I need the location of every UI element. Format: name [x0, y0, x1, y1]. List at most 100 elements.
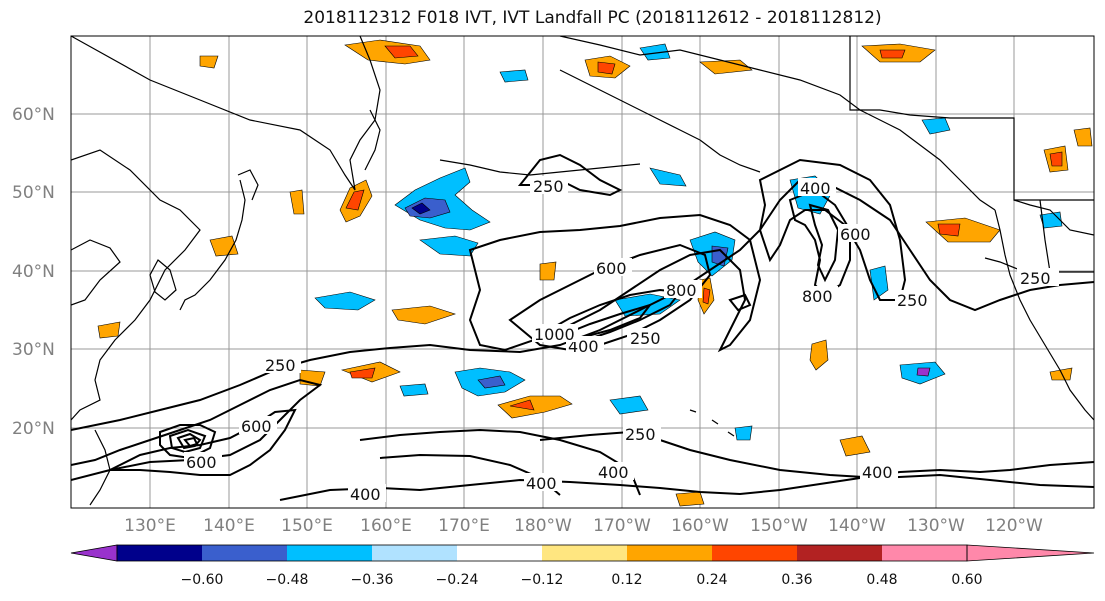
colorbar-tick: −0.12: [521, 572, 564, 588]
colorbar-segment: [372, 545, 457, 561]
lon-label: 120°W: [985, 516, 1043, 536]
colorbar-extend-low: [70, 544, 118, 562]
contour-label: 250: [625, 425, 656, 444]
colorbar-segment: [117, 545, 202, 561]
neg-blob: [399, 383, 429, 397]
pos-blob: [209, 235, 239, 257]
pos-blob: [539, 261, 557, 281]
lon-label: 140°W: [828, 516, 886, 536]
lon-label: 170°W: [593, 516, 651, 536]
contour-label: 600: [241, 417, 272, 436]
pos-blob: [97, 321, 121, 339]
neg-blob: [639, 43, 671, 61]
map-frame: [70, 35, 1095, 509]
lat-label: 20°N: [12, 419, 55, 439]
pos-blob: [497, 395, 573, 419]
contour-label: 800: [802, 287, 833, 306]
colorbar-tick: 0.48: [866, 572, 897, 588]
colorbar-tick: 0.12: [611, 572, 642, 588]
contour-label: 250: [265, 356, 296, 375]
contour-label: 250: [630, 329, 661, 348]
colorbar-tick: −0.36: [351, 572, 394, 588]
pos-blob: [289, 189, 305, 215]
contour-label: 400: [350, 485, 381, 504]
colorbar-tick: −0.48: [266, 572, 309, 588]
neg-blob: [314, 291, 376, 311]
lon-label: 160°W: [671, 516, 729, 536]
pos-blob: [1049, 151, 1063, 167]
pos-blob: [384, 45, 419, 59]
colorbar: −0.60 −0.48 −0.36 −0.24 −0.12 0.12 0.24 …: [70, 544, 1095, 588]
neg-blob: [411, 202, 431, 215]
pos-blob: [1073, 127, 1093, 147]
colorbar-segment: [712, 545, 797, 561]
neg-blob: [734, 425, 753, 441]
lon-label: 130°W: [907, 516, 965, 536]
lon-label: 160°E: [360, 516, 412, 536]
contour-label: 1000: [534, 325, 575, 344]
contour-labels: 250 250 250 250 250 250 400 400 400 400 …: [184, 176, 1059, 504]
contour-label: 250: [533, 177, 564, 196]
pos-blob: [702, 287, 711, 305]
longitude-labels: 130°E 140°E 150°E 160°E 170°E 180°W 170°…: [124, 516, 1043, 536]
colorbar-segment: [457, 545, 542, 561]
colorbar-segment: [287, 545, 372, 561]
coastlines: [71, 36, 1094, 506]
pos-blob: [509, 399, 535, 411]
neg-blob: [499, 69, 529, 83]
pos-blob: [391, 305, 456, 325]
contour-label: 800: [666, 281, 697, 300]
neg-blob: [477, 375, 506, 389]
contour-label: 250: [897, 291, 928, 310]
pos-blob: [675, 491, 705, 507]
colorbar-extend-high: [966, 544, 1095, 562]
neg-blob: [921, 117, 951, 135]
neg-blob: [869, 265, 889, 301]
contour-label: 400: [598, 463, 629, 482]
latitude-labels: 60°N 50°N 40°N 30°N 20°N: [12, 105, 55, 439]
lon-label: 170°E: [438, 516, 490, 536]
lat-label: 60°N: [12, 105, 55, 125]
pos-blob: [349, 367, 376, 379]
pos-blob: [809, 339, 829, 371]
pos-blob: [199, 55, 219, 69]
colorbar-tick: 0.36: [781, 572, 812, 588]
lon-label: 180°W: [514, 516, 572, 536]
neg-blob: [916, 367, 931, 377]
contour-label: 400: [526, 474, 557, 493]
lon-label: 150°E: [281, 516, 333, 536]
lat-label: 50°N: [12, 183, 55, 203]
colorbar-tick: 0.24: [696, 572, 727, 588]
pos-blob: [1049, 367, 1073, 381]
contour-label: 250: [1020, 269, 1051, 288]
contour-label: 400: [800, 179, 831, 198]
colorbar-tick: −0.60: [181, 572, 224, 588]
lat-label: 30°N: [12, 340, 55, 360]
contour-label: 600: [186, 453, 217, 472]
lon-label: 140°E: [203, 516, 255, 536]
colorbar-segment: [202, 545, 287, 561]
neg-blob: [609, 395, 649, 415]
lat-label: 40°N: [12, 262, 55, 282]
contour-label: 600: [840, 225, 871, 244]
pos-blob: [699, 59, 753, 75]
colorbar-segment: [797, 545, 882, 561]
pos-blob: [345, 189, 365, 211]
pos-blob: [879, 49, 906, 59]
map-title: 2018112312 F018 IVT, IVT Landfall PC (20…: [303, 8, 882, 28]
pos-blob: [597, 61, 616, 75]
colorbar-tick: −0.24: [436, 572, 479, 588]
colorbar-tick: 0.60: [951, 572, 982, 588]
colorbar-segment: [627, 545, 712, 561]
colorbar-segment: [542, 545, 627, 561]
lon-label: 130°E: [124, 516, 176, 536]
pos-blob: [839, 435, 871, 457]
neg-blob: [649, 167, 687, 187]
colorbar-segment: [882, 545, 967, 561]
lon-label: 150°W: [750, 516, 808, 536]
pos-blob: [937, 223, 961, 237]
contour-label: 400: [862, 463, 893, 482]
map-background: [71, 36, 1094, 508]
contour-label: 600: [596, 259, 627, 278]
